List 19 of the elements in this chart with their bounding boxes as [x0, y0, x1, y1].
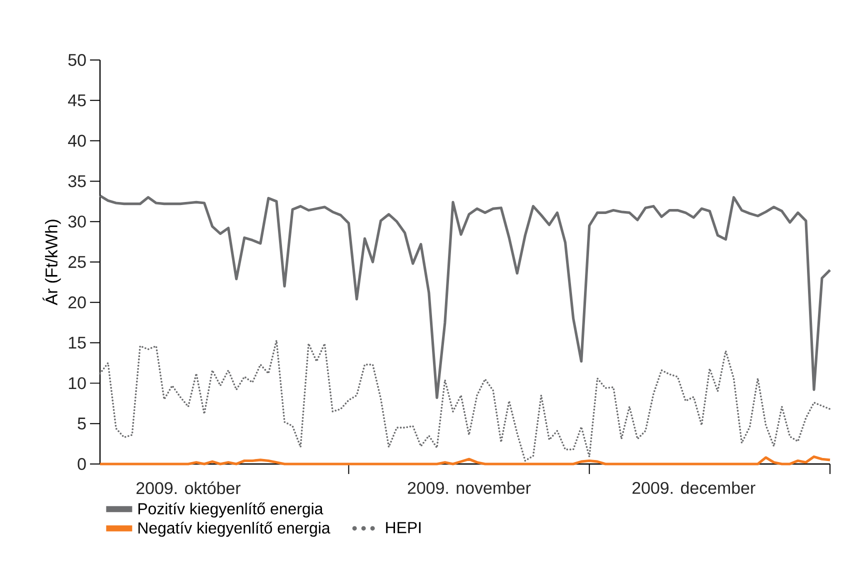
- y-tick-label: 10: [68, 377, 86, 390]
- line-series: [99, 339, 831, 462]
- y-tick-label: 20: [68, 296, 86, 308]
- x-tick-label: 2009. november: [408, 482, 531, 494]
- x-tick-label: 2009. december: [632, 482, 756, 494]
- x-tick-label: 2009. október: [136, 482, 241, 494]
- y-axis-title: Ár (Ft/kWh): [42, 220, 61, 306]
- y-tick-label: 25: [68, 256, 86, 268]
- y-tick-label: 0: [78, 458, 86, 470]
- legend-label: Negatív kiegyenlítő energia: [138, 522, 330, 537]
- y-tick-label: 40: [68, 134, 86, 147]
- legend-label: Pozitív kiegyenlítő energia: [138, 502, 324, 518]
- y-tick-label: 35: [68, 175, 86, 188]
- legend-label: HEPI: [386, 522, 421, 534]
- y-tick-label: 45: [68, 94, 86, 106]
- y-tick-label: 15: [68, 336, 86, 349]
- y-tick-label: 30: [68, 216, 86, 228]
- y-tick-label: 50: [68, 54, 86, 66]
- y-tick-label: 5: [78, 418, 86, 430]
